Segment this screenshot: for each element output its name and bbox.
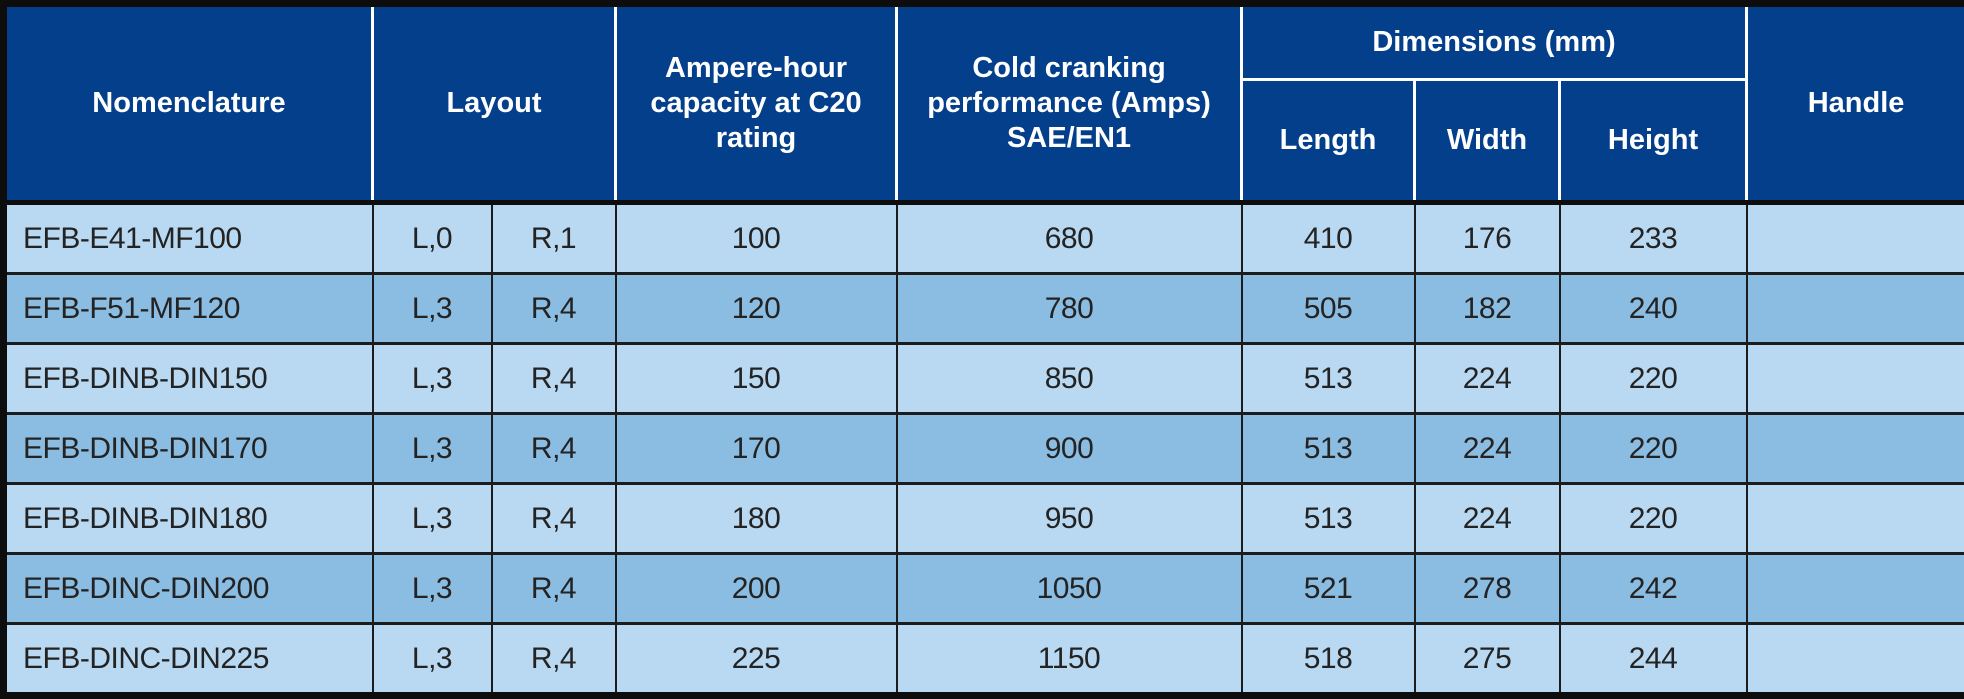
cell-layout-right: R,4 <box>492 344 616 414</box>
cell-ampere-hour: 200 <box>616 554 897 624</box>
cell-length: 505 <box>1242 274 1415 344</box>
header-dimensions-group: Dimensions (mm) <box>1242 4 1747 80</box>
header-ampere-hour: Ampere-hour capacity at C20 rating <box>616 4 897 203</box>
cell-layout-right: R,4 <box>492 484 616 554</box>
cell-length: 513 <box>1242 484 1415 554</box>
cell-ampere-hour: 150 <box>616 344 897 414</box>
cell-cold-cranking: 1050 <box>897 554 1242 624</box>
cell-cold-cranking: 850 <box>897 344 1242 414</box>
header-height: Height <box>1560 80 1747 203</box>
cell-layout-left: L,3 <box>373 414 492 484</box>
table-header: Nomenclature Layout Ampere-hour capacity… <box>4 4 1964 203</box>
cell-width: 224 <box>1415 344 1560 414</box>
cell-handle <box>1747 624 1964 696</box>
header-cold-cranking: Cold cranking performance (Amps) SAE/EN1 <box>897 4 1242 203</box>
cell-cold-cranking: 780 <box>897 274 1242 344</box>
cell-nomenclature: EFB-DINC-DIN200 <box>4 554 373 624</box>
cell-nomenclature: EFB-DINB-DIN150 <box>4 344 373 414</box>
cell-width: 224 <box>1415 414 1560 484</box>
header-handle: Handle <box>1747 4 1964 203</box>
cell-width: 176 <box>1415 203 1560 274</box>
cell-height: 240 <box>1560 274 1747 344</box>
cell-length: 513 <box>1242 414 1415 484</box>
cell-width: 275 <box>1415 624 1560 696</box>
cell-handle <box>1747 554 1964 624</box>
cell-length: 518 <box>1242 624 1415 696</box>
cell-ampere-hour: 120 <box>616 274 897 344</box>
cell-layout-right: R,4 <box>492 414 616 484</box>
header-row-top: Nomenclature Layout Ampere-hour capacity… <box>4 4 1964 80</box>
cell-layout-right: R,4 <box>492 274 616 344</box>
cell-length: 521 <box>1242 554 1415 624</box>
cell-handle <box>1747 414 1964 484</box>
cell-height: 220 <box>1560 344 1747 414</box>
cell-nomenclature: EFB-DINB-DIN170 <box>4 414 373 484</box>
cell-nomenclature: EFB-F51-MF120 <box>4 274 373 344</box>
cell-ampere-hour: 180 <box>616 484 897 554</box>
cell-cold-cranking: 950 <box>897 484 1242 554</box>
cell-layout-right: R,1 <box>492 203 616 274</box>
cell-layout-right: R,4 <box>492 554 616 624</box>
cell-handle <box>1747 203 1964 274</box>
cell-cold-cranking: 680 <box>897 203 1242 274</box>
cell-handle <box>1747 274 1964 344</box>
cell-layout-left: L,0 <box>373 203 492 274</box>
cell-layout-left: L,3 <box>373 554 492 624</box>
cell-ampere-hour: 170 <box>616 414 897 484</box>
cell-length: 513 <box>1242 344 1415 414</box>
cell-length: 410 <box>1242 203 1415 274</box>
cell-layout-left: L,3 <box>373 344 492 414</box>
cell-ampere-hour: 225 <box>616 624 897 696</box>
cell-nomenclature: EFB-E41-MF100 <box>4 203 373 274</box>
header-nomenclature: Nomenclature <box>4 4 373 203</box>
cell-cold-cranking: 1150 <box>897 624 1242 696</box>
cell-handle <box>1747 344 1964 414</box>
cell-handle <box>1747 484 1964 554</box>
cell-height: 244 <box>1560 624 1747 696</box>
cell-width: 182 <box>1415 274 1560 344</box>
header-width: Width <box>1415 80 1560 203</box>
header-length: Length <box>1242 80 1415 203</box>
cell-width: 224 <box>1415 484 1560 554</box>
cell-layout-right: R,4 <box>492 624 616 696</box>
cell-height: 242 <box>1560 554 1747 624</box>
cell-width: 278 <box>1415 554 1560 624</box>
cell-layout-left: L,3 <box>373 624 492 696</box>
cell-cold-cranking: 900 <box>897 414 1242 484</box>
cell-layout-left: L,3 <box>373 484 492 554</box>
cell-layout-left: L,3 <box>373 274 492 344</box>
cell-ampere-hour: 100 <box>616 203 897 274</box>
header-layout: Layout <box>373 4 616 203</box>
cell-height: 233 <box>1560 203 1747 274</box>
cell-nomenclature: EFB-DINC-DIN225 <box>4 624 373 696</box>
cell-height: 220 <box>1560 414 1747 484</box>
cell-nomenclature: EFB-DINB-DIN180 <box>4 484 373 554</box>
cell-height: 220 <box>1560 484 1747 554</box>
